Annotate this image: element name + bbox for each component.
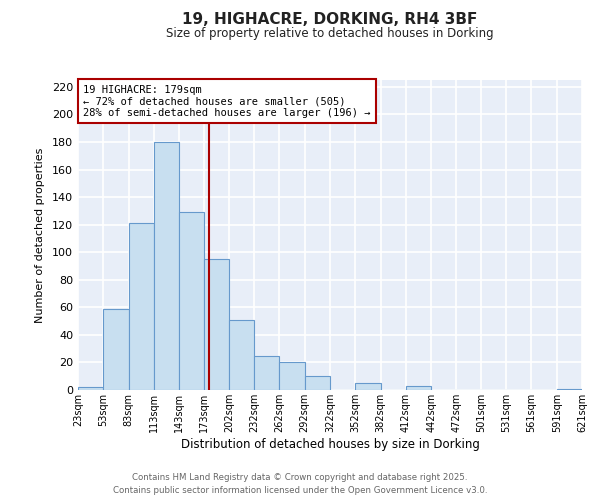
Bar xyxy=(154,142,179,390)
Bar xyxy=(557,388,582,390)
Text: 19 HIGHACRE: 179sqm
← 72% of detached houses are smaller (505)
28% of semi-detac: 19 HIGHACRE: 179sqm ← 72% of detached ho… xyxy=(83,84,371,118)
Bar xyxy=(355,383,380,390)
Text: 19, HIGHACRE, DORKING, RH4 3BF: 19, HIGHACRE, DORKING, RH4 3BF xyxy=(182,12,478,28)
Bar xyxy=(78,387,103,390)
Bar xyxy=(103,308,128,390)
Bar xyxy=(280,362,305,390)
Bar xyxy=(179,212,205,390)
Y-axis label: Number of detached properties: Number of detached properties xyxy=(35,148,45,322)
Text: Contains HM Land Registry data © Crown copyright and database right 2025.
Contai: Contains HM Land Registry data © Crown c… xyxy=(113,474,487,495)
Bar xyxy=(128,224,154,390)
X-axis label: Distribution of detached houses by size in Dorking: Distribution of detached houses by size … xyxy=(181,438,479,450)
Bar xyxy=(254,356,280,390)
Bar xyxy=(205,259,229,390)
Bar xyxy=(305,376,330,390)
Bar xyxy=(229,320,254,390)
Text: Size of property relative to detached houses in Dorking: Size of property relative to detached ho… xyxy=(166,28,494,40)
Bar xyxy=(406,386,431,390)
